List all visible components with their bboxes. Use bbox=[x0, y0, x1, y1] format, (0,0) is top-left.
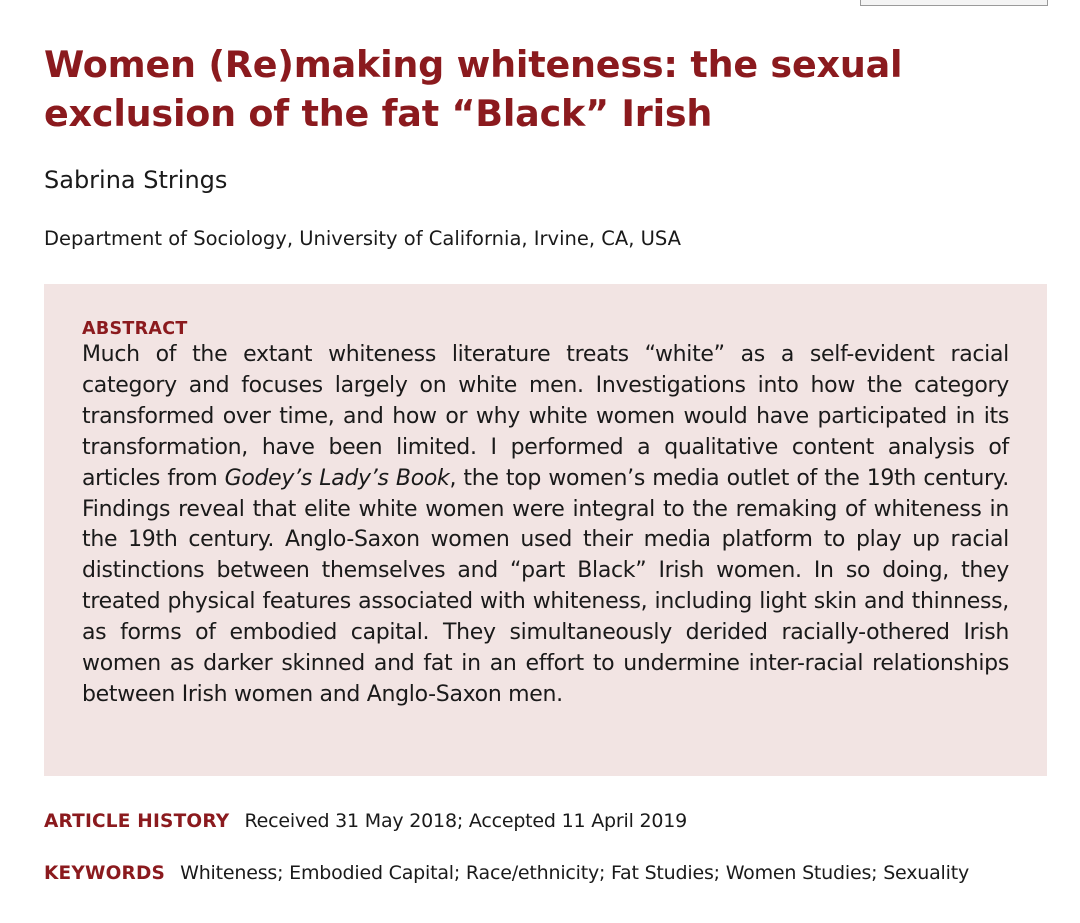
article-history-row: ARTICLE HISTORY Received 31 May 2018; Ac… bbox=[44, 807, 687, 836]
abstract-text-part-2: , the top women’s media outlet of the 19… bbox=[82, 465, 1009, 707]
abstract-heading: ABSTRACT bbox=[82, 319, 188, 339]
abstract-text-part-1: Much of the extant whiteness literature … bbox=[82, 342, 1009, 491]
keywords-value: Whiteness; Embodied Capital; Race/ethnic… bbox=[180, 862, 969, 884]
article-history-value: Received 31 May 2018; Accepted 11 April … bbox=[244, 810, 688, 832]
abstract-text: Much of the extant whiteness literature … bbox=[82, 340, 1009, 711]
abstract-box: ABSTRACT Much of the extant whiteness li… bbox=[44, 284, 1047, 776]
keywords-label: KEYWORDS bbox=[44, 863, 166, 884]
journal-title-italic: Godey’s Lady’s Book bbox=[224, 465, 450, 491]
article-title: Women (Re)making whiteness: the sexual e… bbox=[44, 43, 903, 135]
article-history-label: ARTICLE HISTORY bbox=[44, 811, 230, 832]
top-edge-box bbox=[860, 0, 1048, 6]
author-affiliation: Department of Sociology, University of C… bbox=[44, 227, 681, 250]
author-name: Sabrina Strings bbox=[44, 166, 228, 194]
keywords-row: KEYWORDS Whiteness; Embodied Capital; Ra… bbox=[44, 859, 969, 888]
